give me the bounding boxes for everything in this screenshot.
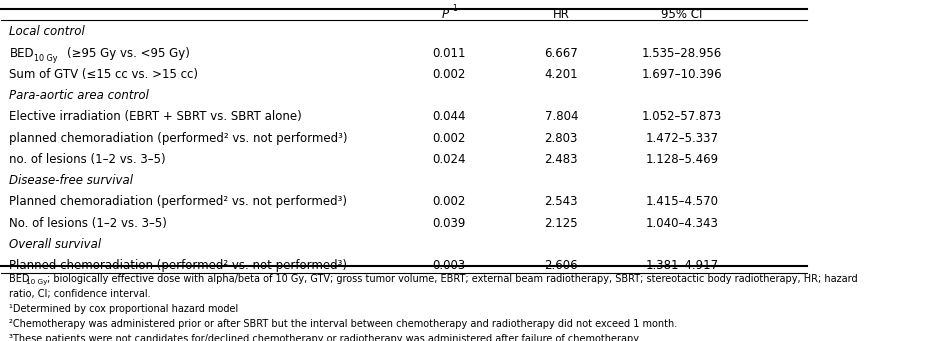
Text: Planned chemoradiation (performed² vs. not performed³): Planned chemoradiation (performed² vs. n… <box>9 259 348 272</box>
Text: 4.201: 4.201 <box>544 68 578 81</box>
Text: 95% CI: 95% CI <box>661 8 703 21</box>
Text: 0.011: 0.011 <box>432 47 466 60</box>
Text: 1.697–10.396: 1.697–10.396 <box>641 68 723 81</box>
Text: 1: 1 <box>453 3 457 13</box>
Text: Elective irradiation (EBRT + SBRT vs. SBRT alone): Elective irradiation (EBRT + SBRT vs. SB… <box>9 110 302 123</box>
Text: ¹Determined by cox proportional hazard model: ¹Determined by cox proportional hazard m… <box>9 304 238 314</box>
Text: Disease-free survival: Disease-free survival <box>9 174 134 187</box>
Text: planned chemoradiation (performed² vs. not performed³): planned chemoradiation (performed² vs. n… <box>9 132 348 145</box>
Text: 10 Gy: 10 Gy <box>26 279 48 285</box>
Text: ratio, CI; confidence interval.: ratio, CI; confidence interval. <box>9 289 151 299</box>
Text: 1.128–5.469: 1.128–5.469 <box>645 153 719 166</box>
Text: 7.804: 7.804 <box>544 110 578 123</box>
Text: Planned chemoradiation (performed² vs. not performed³): Planned chemoradiation (performed² vs. n… <box>9 195 348 208</box>
Text: Local control: Local control <box>9 26 85 39</box>
Text: 1.472–5.337: 1.472–5.337 <box>646 132 719 145</box>
Text: HR: HR <box>553 8 569 21</box>
Text: 6.667: 6.667 <box>544 47 578 60</box>
Text: 0.002: 0.002 <box>432 195 466 208</box>
Text: No. of lesions (1–2 vs. 3–5): No. of lesions (1–2 vs. 3–5) <box>9 217 167 229</box>
Text: 0.003: 0.003 <box>432 259 465 272</box>
Text: 1.415–4.570: 1.415–4.570 <box>646 195 719 208</box>
Text: 1.040–4.343: 1.040–4.343 <box>646 217 719 229</box>
Text: Overall survival: Overall survival <box>9 238 102 251</box>
Text: 1.381–4.917: 1.381–4.917 <box>645 259 719 272</box>
Text: no. of lesions (1–2 vs. 3–5): no. of lesions (1–2 vs. 3–5) <box>9 153 166 166</box>
Text: ²Chemotherapy was administered prior or after SBRT but the interval between chem: ²Chemotherapy was administered prior or … <box>9 319 678 329</box>
Text: 0.002: 0.002 <box>432 132 466 145</box>
Text: ³These patients were not candidates for/declined chemotherapy or radiotherapy wa: ³These patients were not candidates for/… <box>9 334 641 341</box>
Text: 0.044: 0.044 <box>432 110 466 123</box>
Text: BED: BED <box>9 47 34 60</box>
Text: ; biologically effective dose with alpha/beta of 10 Gy, GTV; gross tumor volume,: ; biologically effective dose with alpha… <box>47 274 857 284</box>
Text: 2.483: 2.483 <box>544 153 578 166</box>
Text: 10 Gy: 10 Gy <box>34 54 57 63</box>
Text: 2.606: 2.606 <box>544 259 578 272</box>
Text: P: P <box>442 8 449 21</box>
Text: 2.125: 2.125 <box>544 217 578 229</box>
Text: Para-aortic area control: Para-aortic area control <box>9 89 150 102</box>
Text: 0.024: 0.024 <box>432 153 466 166</box>
Text: 2.803: 2.803 <box>544 132 578 145</box>
Text: 1.535–28.956: 1.535–28.956 <box>642 47 722 60</box>
Text: 1.052–57.873: 1.052–57.873 <box>642 110 722 123</box>
Text: Sum of GTV (≤15 cc vs. >15 cc): Sum of GTV (≤15 cc vs. >15 cc) <box>9 68 198 81</box>
Text: 0.002: 0.002 <box>432 68 466 81</box>
Text: 2.543: 2.543 <box>544 195 578 208</box>
Text: BED: BED <box>9 274 30 284</box>
Text: (≥95 Gy vs. <95 Gy): (≥95 Gy vs. <95 Gy) <box>67 47 191 60</box>
Text: 0.039: 0.039 <box>432 217 466 229</box>
